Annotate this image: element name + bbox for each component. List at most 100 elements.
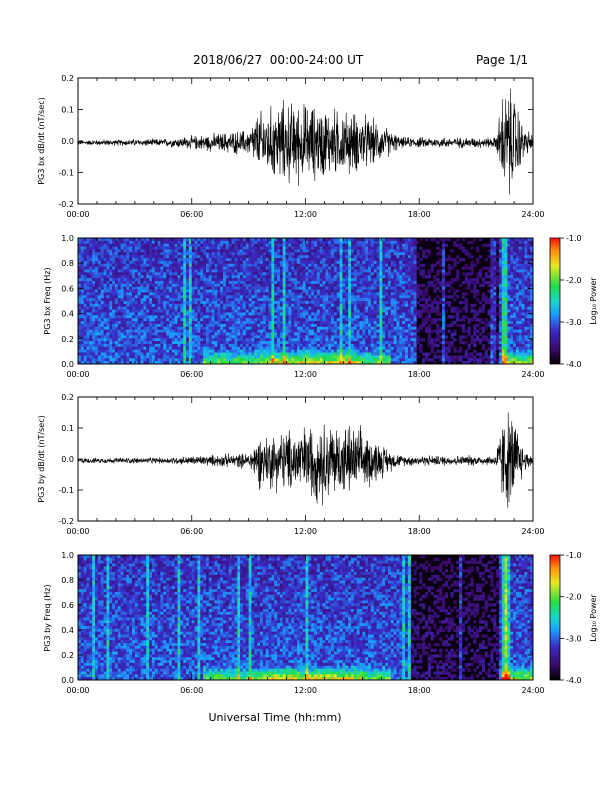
spectrogram-cell bbox=[126, 301, 130, 305]
spectrogram-cell bbox=[348, 275, 352, 279]
spectrogram-cell bbox=[314, 269, 318, 273]
spectrogram-cell bbox=[319, 349, 323, 353]
spectrogram-cell bbox=[137, 260, 141, 265]
spectrogram-cell bbox=[288, 246, 292, 250]
spectrogram-cell bbox=[316, 346, 321, 350]
spectrogram-cell bbox=[359, 295, 363, 299]
spectrogram-cell bbox=[151, 346, 156, 350]
spectrogram-cell bbox=[331, 318, 335, 322]
spectrogram-cell bbox=[234, 332, 238, 336]
spectrogram-cell bbox=[86, 326, 90, 330]
spectrogram-cell bbox=[174, 272, 178, 276]
spectrogram-cell bbox=[353, 355, 357, 359]
spectrogram-cell bbox=[285, 312, 289, 316]
spectrogram-cell bbox=[214, 306, 218, 310]
spectrogram-cell bbox=[126, 341, 130, 345]
spectrogram-cell bbox=[322, 332, 326, 336]
spectrogram-cell bbox=[86, 238, 90, 242]
spectrogram-cell bbox=[359, 275, 363, 279]
spectrogram-cell bbox=[140, 318, 144, 322]
spectrogram-cell bbox=[305, 295, 309, 299]
spectrogram-cell bbox=[80, 346, 84, 350]
spectrogram-cell bbox=[348, 295, 352, 299]
spectrogram-cell bbox=[365, 315, 369, 319]
spectrogram-cell bbox=[237, 283, 241, 287]
spectrogram-cell bbox=[336, 301, 340, 305]
spectrogram-cell bbox=[245, 278, 249, 282]
spectrogram-cell bbox=[154, 240, 158, 245]
spectrogram-cell bbox=[240, 361, 244, 365]
spectrogram-cell bbox=[365, 252, 369, 256]
spectrogram-cell bbox=[245, 275, 249, 279]
spectrogram-cell bbox=[322, 243, 326, 247]
spectrogram-cell bbox=[260, 343, 264, 348]
spectrogram-cell bbox=[129, 332, 133, 336]
spectrogram-cell bbox=[345, 301, 349, 305]
spectrogram-cell bbox=[385, 343, 389, 348]
spectrogram-cell bbox=[251, 315, 255, 319]
spectrogram-cell bbox=[183, 260, 187, 265]
spectrogram-cell bbox=[92, 283, 96, 287]
spectrogram-cell bbox=[231, 301, 235, 305]
spectrogram-cell bbox=[163, 338, 167, 342]
spectrogram-cell bbox=[325, 321, 329, 325]
spectrogram-cell bbox=[203, 352, 207, 356]
spectrogram-cell bbox=[177, 272, 181, 276]
spectrogram-cell bbox=[356, 275, 360, 279]
spectrogram-cell bbox=[268, 361, 272, 365]
spectrogram-cell bbox=[191, 249, 195, 253]
spectrogram-cell bbox=[251, 341, 255, 345]
spectrogram-cell bbox=[109, 312, 113, 316]
bx-waveform-panel: 00:00 06:00 12:00 18:00 24:00-0.2-0.10.00.10… bbox=[37, 74, 545, 219]
spectrogram-cell bbox=[134, 303, 139, 308]
spectrogram-cell bbox=[254, 298, 258, 302]
spectrogram-cell bbox=[174, 260, 178, 265]
spectrogram-cell bbox=[154, 312, 158, 316]
spectrogram-cell bbox=[92, 263, 96, 267]
spectrogram-cell bbox=[129, 312, 133, 316]
spectrogram-cell bbox=[225, 280, 230, 285]
spectrogram-cell bbox=[279, 352, 284, 356]
spectrogram-cell bbox=[117, 260, 121, 265]
spectrogram-cell bbox=[137, 326, 141, 330]
spectrogram-cell bbox=[285, 275, 289, 279]
spectrogram-cell bbox=[194, 278, 198, 282]
spectrogram-cell bbox=[223, 318, 227, 322]
spectrogram-cell bbox=[365, 323, 369, 328]
spectrogram-cell bbox=[319, 298, 323, 302]
spectrogram-cell bbox=[208, 306, 212, 310]
spectrogram-cell bbox=[379, 346, 383, 350]
spectrogram-cell bbox=[160, 289, 164, 293]
spectrogram-cell bbox=[348, 263, 352, 267]
spectrogram-cell bbox=[248, 238, 252, 242]
spectrogram-cell bbox=[274, 275, 278, 279]
spectrogram-cell bbox=[171, 295, 175, 299]
spectrogram-cell bbox=[359, 266, 363, 270]
spectrogram-cell bbox=[134, 326, 139, 330]
spectrogram-cell bbox=[242, 309, 247, 313]
spectrogram-cell bbox=[237, 272, 241, 276]
spectrogram-cell bbox=[245, 249, 249, 253]
spectrogram-cell bbox=[80, 249, 84, 253]
spectrogram-cell bbox=[351, 346, 355, 350]
spectrogram-cell bbox=[288, 275, 292, 279]
spectrogram-cell bbox=[311, 323, 315, 328]
spectrogram-cell bbox=[291, 286, 295, 290]
spectrogram-cell bbox=[83, 358, 87, 362]
spectrogram-cell bbox=[78, 283, 82, 287]
spectrogram-cell bbox=[251, 272, 255, 276]
spectrogram-cell bbox=[339, 280, 343, 285]
spectrogram-cell bbox=[333, 243, 338, 247]
spectrogram-cell bbox=[225, 361, 230, 365]
spectrogram-cell bbox=[186, 361, 190, 365]
spectrogram-cell bbox=[78, 341, 82, 345]
spectrogram-cell bbox=[137, 358, 141, 362]
spectrogram-cell bbox=[169, 329, 173, 333]
spectrogram-cell bbox=[285, 346, 289, 350]
spectrogram-cell bbox=[217, 280, 221, 285]
spectrogram-cell bbox=[331, 258, 335, 262]
spectrogram-cell bbox=[262, 252, 266, 256]
spectrogram-cell bbox=[92, 246, 96, 250]
spectrogram-cell bbox=[336, 355, 340, 359]
spectrogram-cell bbox=[322, 275, 326, 279]
